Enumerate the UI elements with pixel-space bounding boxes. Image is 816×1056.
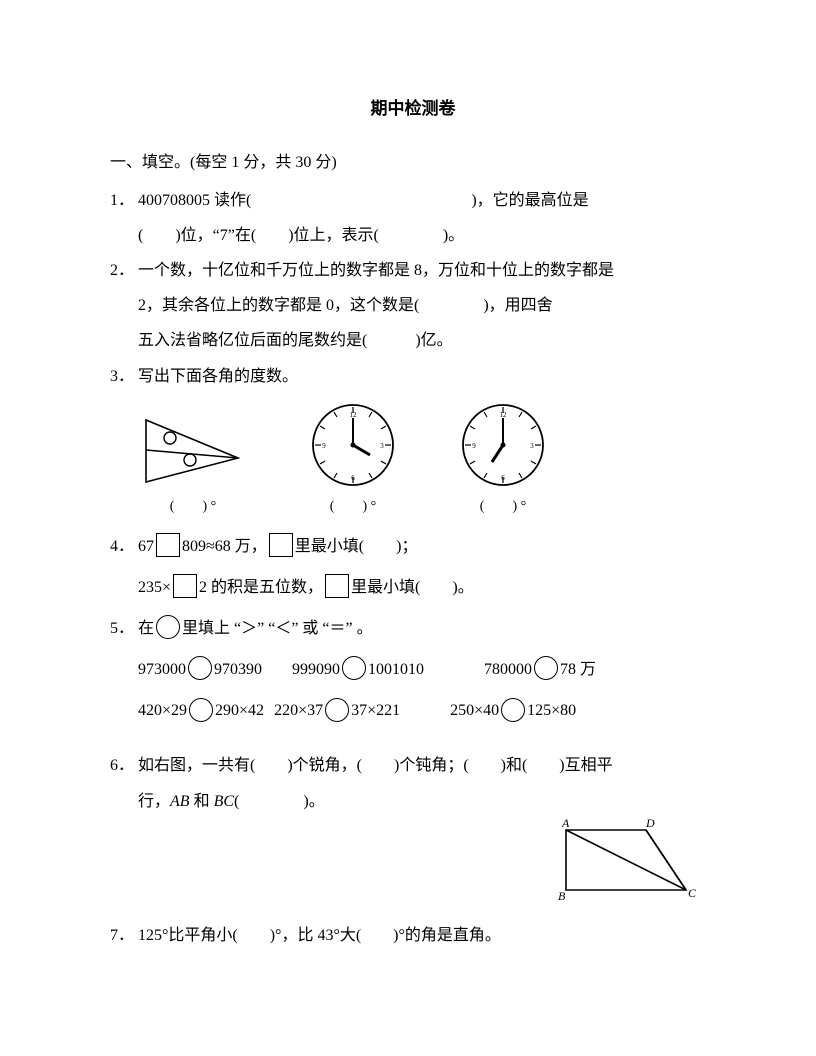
label-C: C <box>688 886 696 900</box>
q4-num: 4． <box>110 529 138 564</box>
cmp-r: 970390 <box>214 661 262 678</box>
svg-text:9: 9 <box>322 442 326 450</box>
q5-l1a: 在 <box>138 620 154 637</box>
q6-l2c: 和 <box>190 793 214 810</box>
q5-num: 5． <box>110 611 138 646</box>
q4-l2a: 235× <box>138 579 171 596</box>
q2-line3: 五入法省略亿位后面的尾数约是( )亿。 <box>110 323 716 358</box>
svg-text:6: 6 <box>351 474 355 482</box>
circle-icon <box>534 656 558 680</box>
cmp-r: 37×221 <box>351 702 400 719</box>
circle-icon <box>325 698 349 722</box>
circle-icon <box>156 615 180 639</box>
q4-l1a: 67 <box>138 538 154 555</box>
q1-line2-text: ( )位，“7”在( )位上，表示( )。 <box>138 227 464 244</box>
circle-icon <box>189 698 213 722</box>
question-5: 5． 在 里填上 “＞” “＜” 或 “＝” 。 <box>110 611 716 646</box>
q6-line2: 行，AB 和 BC( )。 <box>110 784 716 819</box>
q3-caption-2: ( ) ° <box>330 492 376 523</box>
cmp-r: 125×80 <box>527 702 576 719</box>
question-6: 6． 如右图，一共有( )个锐角，( )个钝角；( )和( )互相平 <box>110 748 716 783</box>
question-1: 1． 400708005 读作( )，它的最高位是 <box>110 183 716 218</box>
cmp-r: 78 万 <box>560 661 596 678</box>
cmp-l: 220×37 <box>274 702 323 719</box>
cmp-l: 250×40 <box>450 702 499 719</box>
q3-figure-triangle: ( ) ° <box>138 412 248 523</box>
q4-l1b: 809≈68 万， <box>182 538 267 555</box>
q6-diagram: A D B C <box>546 815 696 918</box>
svg-text:3: 3 <box>380 442 384 450</box>
q5-row2: 420×29 290×42 220×37 37×221 250×40 125×80 <box>138 693 716 728</box>
label-D: D <box>645 816 655 830</box>
box-icon <box>325 574 349 598</box>
svg-text:3: 3 <box>530 442 534 450</box>
q4-line2: 235× 2 的积是五位数， 里最小填( )。 <box>110 570 716 605</box>
q1-text-a: 400708005 读作( <box>138 192 251 209</box>
circle-icon <box>342 656 366 680</box>
cmp-l: 780000 <box>484 661 532 678</box>
q7-num: 7． <box>110 918 138 953</box>
q2-line1: 一个数，十亿位和千万位上的数字都是 8，万位和十位上的数字都是 <box>138 262 614 279</box>
svg-text:12: 12 <box>350 411 358 419</box>
q6-l2e: ( )。 <box>234 793 325 810</box>
q5-l1b: 里填上 “＞” “＜” 或 “＝” 。 <box>182 620 373 637</box>
cmp-r: 1001010 <box>368 661 424 678</box>
q6-line1: 如右图，一共有( )个锐角，( )个钝角；( )和( )互相平 <box>138 757 613 774</box>
q3-caption-3: ( ) ° <box>480 492 526 523</box>
q4-l2c: 里最小填( )。 <box>351 579 474 596</box>
box-icon <box>156 533 180 557</box>
q1-num: 1． <box>110 183 138 218</box>
svg-text:6: 6 <box>501 474 505 482</box>
q1-line2: ( )位，“7”在( )位上，表示( )。 <box>110 218 716 253</box>
box-icon <box>173 574 197 598</box>
circle-icon <box>501 698 525 722</box>
q4-l1c: 里最小填( )； <box>295 538 418 555</box>
cmp-l: 420×29 <box>138 702 187 719</box>
q3-figure-clock-1: 12 3 6 9 ( ) ° <box>308 400 398 523</box>
q7-text: 125°比平角小( )°，比 43°大( )°的角是直角。 <box>138 927 501 944</box>
question-4: 4． 67 809≈68 万， 里最小填( )； <box>110 529 716 564</box>
page-title: 期中检测卷 <box>110 90 716 127</box>
q1-text-b: )，它的最高位是 <box>471 192 588 209</box>
q3-figure-clock-2: 12 3 6 9 ( ) ° <box>458 400 548 523</box>
q3-caption-1: ( ) ° <box>170 492 216 523</box>
question-3: 3． 写出下面各角的度数。 <box>110 359 716 394</box>
cmp-r: 290×42 <box>215 702 264 719</box>
q3-num: 3． <box>110 359 138 394</box>
cmp-l: 973000 <box>138 661 186 678</box>
label-A: A <box>561 816 570 830</box>
q2-num: 2． <box>110 253 138 288</box>
q6-l2a: 行， <box>138 793 170 810</box>
question-7: 7． 125°比平角小( )°，比 43°大( )°的角是直角。 <box>110 918 716 953</box>
circle-icon <box>188 656 212 680</box>
q5-row1: 973000 970390 999090 1001010 780000 78 万 <box>138 652 716 687</box>
q2-line2: 2，其余各位上的数字都是 0，这个数是( )，用四舍 <box>110 288 716 323</box>
svg-text:9: 9 <box>472 442 476 450</box>
label-B: B <box>558 889 566 903</box>
q3-line1: 写出下面各角的度数。 <box>138 368 298 385</box>
question-2: 2． 一个数，十亿位和千万位上的数字都是 8，万位和十位上的数字都是 <box>110 253 716 288</box>
q6-num: 6． <box>110 748 138 783</box>
q6-AB: AB <box>170 793 190 810</box>
svg-text:12: 12 <box>500 411 508 419</box>
cmp-l: 999090 <box>292 661 340 678</box>
box-icon <box>269 533 293 557</box>
q4-l2b: 2 的积是五位数， <box>199 579 323 596</box>
section1-heading: 一、填空。(每空 1 分，共 30 分) <box>110 145 716 180</box>
q6-BC: BC <box>214 793 234 810</box>
